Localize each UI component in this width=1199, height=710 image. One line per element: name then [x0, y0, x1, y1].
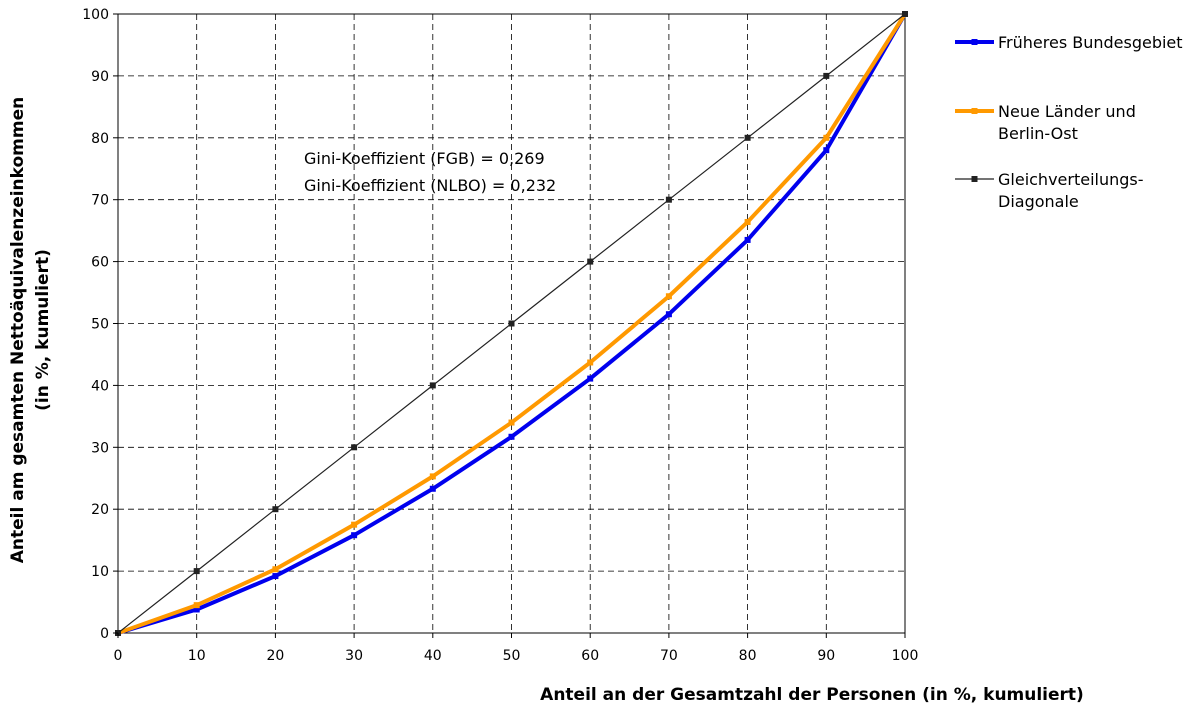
x-tick-label: 30 — [345, 648, 363, 664]
x-tick-label: 100 — [892, 648, 919, 664]
y-tick-label: 40 — [91, 378, 109, 394]
legend-label-2: Diagonale — [998, 192, 1079, 211]
y-axis-title-line-1: Anteil am gesamten Nettoäquivalenzeinkom… — [8, 97, 28, 564]
x-tick-label: 0 — [114, 648, 123, 664]
series-2-point — [193, 568, 200, 575]
y-tick-label: 30 — [91, 440, 109, 456]
x-axis-title: Anteil an der Gesamtzahl der Personen (i… — [540, 685, 1084, 705]
series-1-point — [665, 293, 672, 300]
series-0-point — [193, 606, 200, 613]
series-2-point — [508, 320, 515, 327]
series-1-point — [429, 473, 436, 480]
x-tick-label: 80 — [739, 648, 757, 664]
series-1-point — [351, 521, 358, 528]
series-2-point — [902, 11, 908, 17]
series-2-point — [587, 258, 594, 265]
x-axis-tick-labels: 0 10 20 30 40 50 60 70 80 90 100 — [114, 633, 919, 664]
y-tick-label: 50 — [91, 317, 109, 333]
gini-fgb-annotation: Gini-Koeffizient (FGB) = 0,269 — [304, 149, 545, 168]
series-0-point — [823, 147, 830, 154]
series-2-point — [429, 382, 436, 389]
gini-annotation: Gini-Koeffizient (FGB) = 0,269 Gini-Koef… — [304, 149, 556, 195]
series-2-point — [351, 444, 358, 451]
grid-lines — [118, 14, 905, 633]
series-0-point — [508, 433, 515, 440]
series-1-point — [272, 566, 279, 573]
y-axis-tick-labels: 0 10 20 30 40 50 60 70 80 90 100 — [82, 7, 118, 642]
data-series — [115, 11, 908, 636]
series-2-point — [665, 196, 672, 203]
legend: Früheres Bundesgebiet Neue Länder und Berl… — [955, 33, 1183, 211]
series-0-point — [665, 311, 672, 318]
series-2-point — [823, 72, 830, 79]
x-tick-label: 50 — [503, 648, 521, 664]
legend-label-2: Gleichverteilungs- — [998, 170, 1144, 189]
legend-label-0: Früheres Bundesgebiet — [998, 33, 1183, 52]
series-1-point — [587, 359, 594, 366]
series-2-point — [744, 134, 751, 141]
x-tick-label: 70 — [660, 648, 678, 664]
y-tick-label: 70 — [91, 193, 109, 209]
series-0-point — [744, 236, 751, 243]
y-tick-label: 10 — [91, 564, 109, 580]
y-tick-label: 80 — [91, 131, 109, 147]
x-tick-label: 40 — [424, 648, 442, 664]
y-axis-title-line-2: (in %, kumuliert) — [33, 249, 53, 411]
y-tick-label: 0 — [100, 626, 109, 642]
x-tick-label: 10 — [188, 648, 206, 664]
series-1-point — [823, 134, 830, 141]
legend-swatch-marker-0 — [971, 39, 978, 45]
series-1-point — [508, 419, 515, 426]
x-tick-label: 60 — [581, 648, 599, 664]
x-tick-label: 20 — [266, 648, 284, 664]
series-0-point — [587, 375, 594, 382]
y-axis-title: Anteil am gesamten Nettoäquivalenzeinkom… — [8, 97, 53, 564]
series-1-point — [744, 218, 751, 225]
y-tick-label: 20 — [91, 502, 109, 518]
series-0-point — [272, 573, 279, 580]
series-2-point — [272, 506, 279, 513]
legend-swatch-marker-2 — [971, 176, 978, 182]
series-0-point — [351, 532, 358, 539]
gini-nlbo-annotation: Gini-Koeffizient (NLBO) = 0,232 — [304, 176, 556, 195]
y-tick-label: 100 — [82, 7, 109, 23]
legend-label-1: Berlin-Ost — [998, 124, 1078, 143]
y-tick-label: 90 — [91, 69, 109, 85]
x-tick-label: 90 — [817, 648, 835, 664]
legend-swatch-marker-1 — [971, 108, 978, 114]
y-tick-label: 60 — [91, 255, 109, 271]
series-1-point — [193, 602, 200, 609]
legend-label-1: Neue Länder und — [998, 102, 1136, 121]
series-0-point — [429, 485, 436, 492]
